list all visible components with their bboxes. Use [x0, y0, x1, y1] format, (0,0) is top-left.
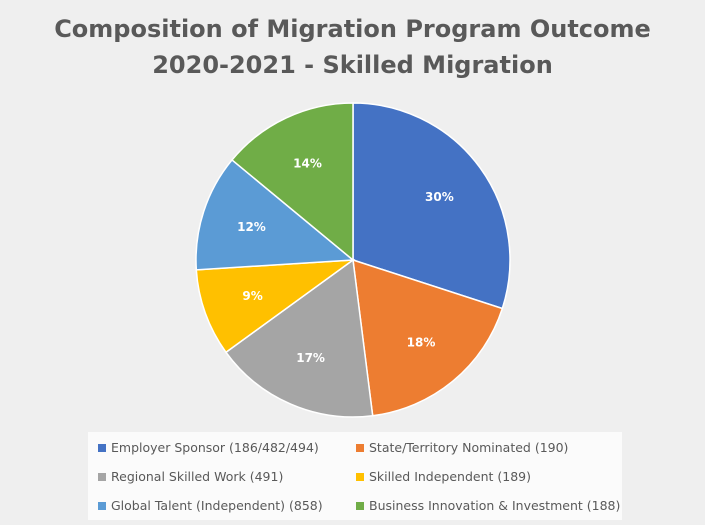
legend-swatch — [98, 472, 106, 481]
pie-slice — [230, 102, 354, 262]
pie-slice — [195, 158, 355, 271]
data-label: 9% — [242, 289, 262, 303]
data-label: 18% — [407, 335, 436, 349]
legend-label: Skilled Independent (189) — [369, 469, 532, 484]
legend-label: Employer Sponsor (186/482/494) — [111, 440, 319, 455]
legend-item: Global Talent (Independent) (858) — [98, 498, 323, 513]
data-label: 14% — [293, 156, 322, 170]
legend-swatch — [356, 501, 364, 510]
pie-slice — [352, 102, 511, 310]
legend-item: Employer Sponsor (186/482/494) — [98, 440, 319, 455]
legend-item: Regional Skilled Work (491) — [98, 469, 283, 484]
legend-item: Skilled Independent (189) — [356, 469, 531, 484]
pie-slice — [352, 258, 504, 417]
chart-title-line-1: Composition of Migration Program Outcome — [54, 15, 651, 43]
legend-swatch — [98, 501, 106, 510]
data-label: 30% — [425, 190, 454, 204]
legend: Employer Sponsor (186/482/494) State/Terr… — [88, 432, 622, 520]
chart-title-line-2: 2020-2021 - Skilled Migration — [152, 51, 553, 79]
pie-slice — [224, 258, 374, 418]
pie-slice — [195, 259, 356, 354]
legend-label: Regional Skilled Work (491) — [111, 469, 284, 484]
legend-label: Business Innovation & Investment (188) — [369, 498, 621, 513]
data-label: 12% — [237, 220, 266, 234]
legend-swatch — [98, 443, 106, 452]
data-label: 17% — [296, 351, 325, 365]
legend-item: Business Innovation & Investment (188) — [356, 498, 620, 513]
legend-label: State/Territory Nominated (190) — [369, 440, 569, 455]
legend-item: State/Territory Nominated (190) — [356, 440, 568, 455]
legend-swatch — [356, 443, 364, 452]
legend-label: Global Talent (Independent) (858) — [111, 498, 323, 513]
legend-swatch — [356, 472, 364, 481]
